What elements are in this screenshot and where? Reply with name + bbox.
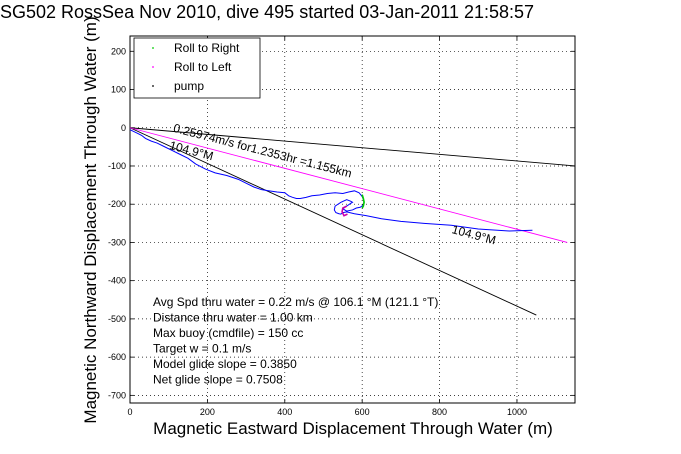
legend: Roll to Right Roll to Left pump (133, 37, 261, 99)
reference-line (129, 127, 537, 316)
legend-entry: Roll to Left (174, 60, 232, 74)
y-tick-label: -700 (108, 390, 126, 400)
y-tick-label: -600 (108, 352, 126, 362)
y-tick-label: -100 (108, 161, 126, 171)
y-tick-label: -400 (108, 276, 126, 286)
x-tick-label: 1000 (507, 407, 527, 417)
y-tick-label: -200 (108, 199, 126, 209)
dive-stat-line: Avg Spd thru water = 0.22 m/s @ 106.1 °M… (153, 295, 438, 309)
series-lines (129, 129, 533, 232)
reference-line (129, 127, 576, 167)
roll-marks (341, 194, 365, 217)
dive-stat-line: Target w = 0.1 m/s (153, 342, 251, 356)
x-tick-label: 600 (355, 407, 370, 417)
dive-stat-line: Model glide slope = 0.3850 (153, 357, 297, 371)
axis-ticks: 0 200 400 600 800 10002001000-100-200-300-400… (108, 36, 575, 417)
reference-line (129, 127, 568, 243)
y-tick-label: 100 (111, 85, 126, 95)
x-tick-label: 200 (200, 407, 215, 417)
legend-marker (152, 47, 154, 49)
y-tick-label: 200 (111, 46, 126, 56)
dive-stats-block: Avg Spd thru water = 0.22 m/s @ 106.1 °M… (153, 295, 438, 387)
chart-title: SG502 RossSea Nov 2010, dive 495 started… (0, 2, 534, 22)
track-line (129, 129, 533, 232)
legend-marker (152, 85, 154, 87)
plot-area-frame (129, 35, 576, 404)
x-axis-label: Magnetic Eastward Displacement Through W… (153, 419, 553, 438)
dive-stat-line: Distance thru water = 1.00 km (153, 311, 313, 325)
y-tick-label: -500 (108, 314, 126, 324)
y-axis-label: Magnetic Northward Displacement Through … (81, 16, 100, 423)
y-tick-label: -300 (108, 237, 126, 247)
x-tick-label: 0 (127, 407, 132, 417)
reference-lines (129, 127, 576, 316)
roll-mark (361, 194, 365, 209)
dive-stat-line: Max buoy (cmdfile) = 150 cc (153, 326, 303, 340)
x-tick-label: 800 (432, 407, 447, 417)
dive-stat-line: Net glide slope = 0.7508 (153, 373, 283, 387)
legend-entry: pump (174, 79, 204, 93)
y-tick-label: 0 (121, 123, 126, 133)
legend-box (133, 37, 261, 99)
legend-entry: Roll to Right (174, 41, 240, 55)
roll-mark (341, 205, 348, 217)
legend-marker (152, 66, 154, 68)
x-tick-label: 400 (277, 407, 292, 417)
